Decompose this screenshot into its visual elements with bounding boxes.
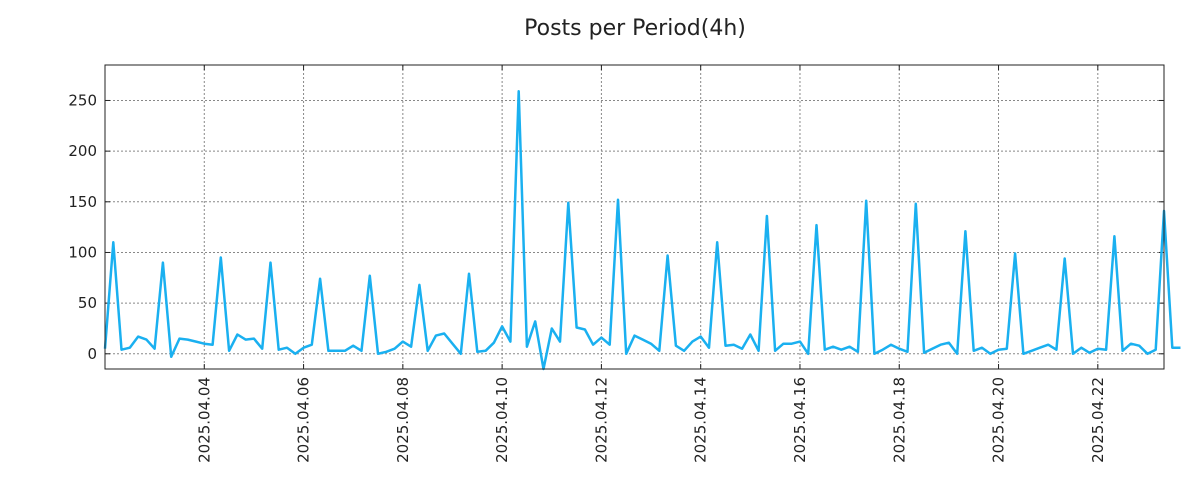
- chart-title: Posts per Period(4h): [524, 16, 746, 41]
- x-tick-label: 2025.04.12: [592, 377, 610, 463]
- grid: [105, 65, 1164, 369]
- x-tick-label: 2025.04.14: [692, 377, 710, 463]
- series: [103, 90, 1181, 371]
- y-tick-label: 100: [68, 243, 97, 261]
- y-tick-label: 200: [68, 142, 97, 160]
- plot-frame: [104, 64, 1165, 370]
- y-tick-label: 250: [68, 91, 97, 109]
- x-tick-label: 2025.04.16: [791, 377, 809, 463]
- x-tick-label: 2025.04.18: [890, 377, 908, 463]
- y-tick-label: 0: [87, 345, 97, 363]
- y-tick-label: 50: [78, 294, 97, 312]
- plot-background: [105, 65, 1164, 369]
- y-tick-labels: 0 50 100 150 200 250: [68, 91, 97, 362]
- y-tick-label: 150: [68, 193, 97, 211]
- x-tick-label: 2025.04.10: [493, 377, 511, 463]
- x-tick-labels: 2025.04.04 2025.04.06 2025.04.08 2025.04.10…: [195, 377, 1107, 463]
- x-tick-label: 2025.04.08: [394, 377, 412, 463]
- x-tick-label: 2025.04.04: [195, 377, 213, 463]
- x-tick-label: 2025.04.20: [990, 377, 1008, 463]
- x-tick-label: 2025.04.22: [1089, 377, 1107, 463]
- x-tick-label: 2025.04.06: [295, 377, 313, 463]
- ticks: [105, 65, 1164, 369]
